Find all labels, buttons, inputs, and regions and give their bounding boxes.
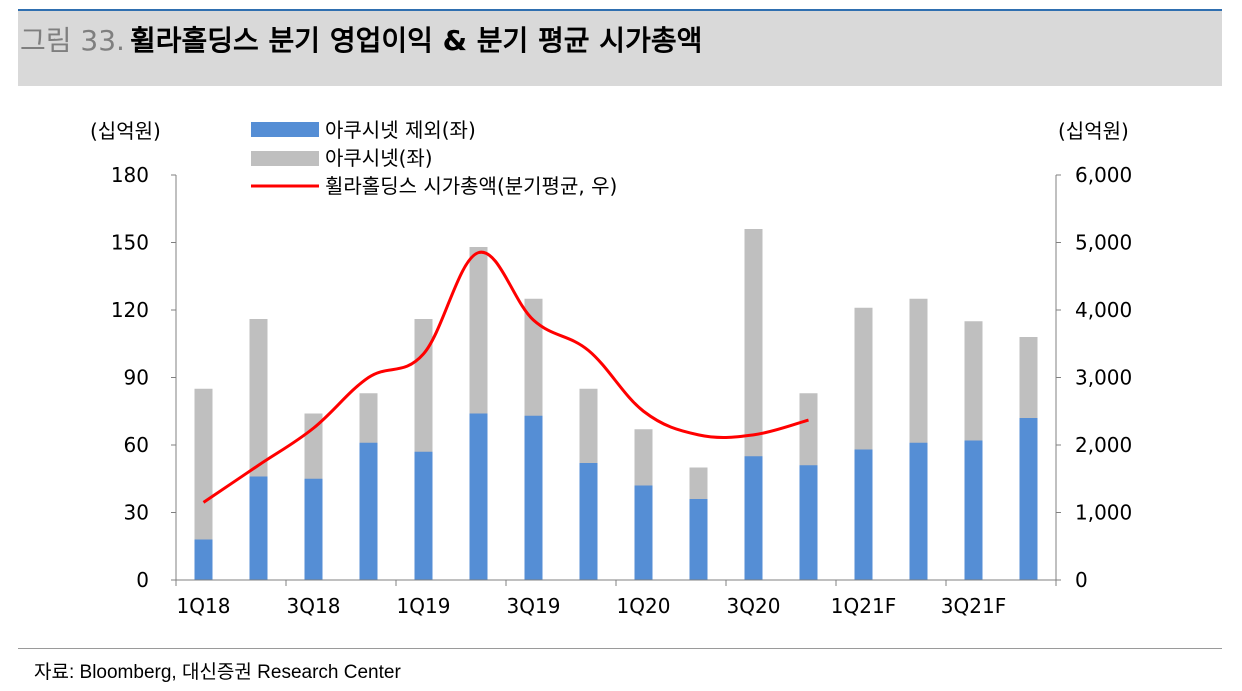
left-tick-label: 30 (124, 501, 149, 525)
left-tick-label: 180 (111, 163, 149, 187)
x-tick-label: 1Q21F (831, 594, 896, 618)
figure-title: 휠라홀딩스 분기 영업이익 & 분기 평균 시가총액 (130, 24, 703, 57)
legend-label-marketcap: 휠라홀딩스 시가총액(분기평균, 우) (325, 174, 617, 198)
bar-layer (194, 229, 1038, 580)
x-tick-label: 1Q20 (617, 594, 671, 618)
figure-number: 그림 33. (20, 24, 125, 57)
legend-swatch-excl (251, 122, 319, 137)
top-rule (18, 9, 1222, 11)
axes-layer (171, 174, 1061, 586)
source-note: 자료: Bloomberg, 대신증권 Research Center (34, 662, 401, 683)
right-tick-label: 3,000 (1075, 366, 1132, 390)
bar-excl-1Q21F (854, 449, 873, 580)
legend-label-acushnet: 아쿠시넷(좌) (325, 146, 433, 170)
right-tick-label: 6,000 (1075, 163, 1132, 187)
right-tick-label: 5,000 (1075, 231, 1132, 255)
x-tick-label: 3Q21F (941, 594, 1006, 618)
bar-excl-4Q21F (1019, 418, 1038, 580)
left-tick-label: 90 (124, 366, 149, 390)
bar-excl-3Q19 (524, 415, 543, 580)
footer-rule (18, 648, 1222, 649)
x-tick-label: 1Q18 (177, 594, 231, 618)
left-tick-label: 60 (124, 433, 149, 457)
x-tick-label: 3Q19 (507, 594, 561, 618)
bar-excl-2Q21F (909, 442, 928, 580)
bar-excl-2Q20 (689, 499, 708, 580)
bar-excl-2Q19 (469, 413, 488, 580)
bar-excl-1Q18 (194, 539, 213, 580)
bar-excl-3Q21F (964, 440, 983, 580)
bar-excl-2Q18 (249, 476, 268, 580)
bar-excl-3Q18 (304, 478, 323, 580)
bar-excl-1Q20 (634, 485, 653, 580)
x-tick-label: 3Q20 (727, 594, 781, 618)
marketcap-line (202, 250, 809, 504)
left-tick-label: 150 (111, 231, 149, 255)
right-unit-label: (십억원) (1058, 119, 1129, 143)
x-tick-label: 3Q18 (287, 594, 341, 618)
legend: 아쿠시넷 제외(좌) 아쿠시넷(좌) 휠라홀딩스 시가총액(분기평균, 우) (251, 118, 617, 198)
bar-excl-4Q18 (359, 442, 378, 580)
line-layer (202, 250, 809, 504)
bar-excl-4Q19 (579, 463, 598, 580)
right-tick-label: 1,000 (1075, 501, 1132, 525)
axis-labels-layer: 0 0 30 1,000 60 2,000 90 3,000 120 4,000 150 5,000 1… (111, 163, 1132, 618)
legend-swatch-acushnet (251, 151, 319, 166)
right-tick-label: 2,000 (1075, 433, 1132, 457)
bar-total-1Q18 (194, 388, 213, 580)
left-tick-label: 120 (111, 298, 149, 322)
bar-excl-4Q20 (799, 465, 818, 580)
figure-header (18, 11, 1222, 86)
bar-excl-1Q19 (414, 451, 433, 580)
x-tick-label: 1Q19 (397, 594, 451, 618)
right-tick-label: 4,000 (1075, 298, 1132, 322)
left-unit-label: (십억원) (90, 119, 161, 143)
right-tick-label: 0 (1075, 568, 1088, 592)
legend-label-excl: 아쿠시넷 제외(좌) (325, 118, 476, 142)
bar-excl-3Q20 (744, 456, 763, 580)
left-tick-label: 0 (136, 568, 149, 592)
